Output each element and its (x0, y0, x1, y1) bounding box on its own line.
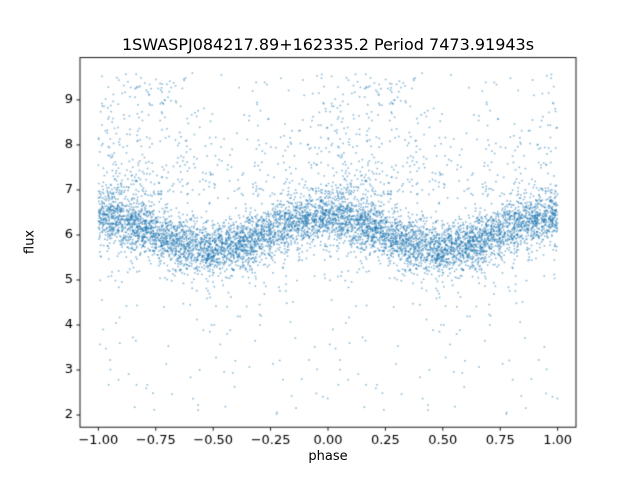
x-axis-label: phase (308, 449, 348, 464)
y-axis-label: flux (22, 229, 38, 255)
plot-title: 1SWASPJ084217.89+162335.2 Period 7473.91… (121, 35, 535, 54)
